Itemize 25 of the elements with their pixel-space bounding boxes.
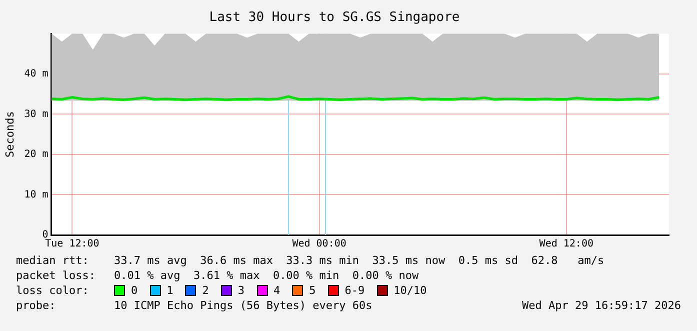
x-tick-label: Wed 00:00	[292, 238, 346, 250]
y-axis-title: Seconds	[3, 111, 16, 158]
y-tick-label: 10 m	[24, 189, 48, 200]
text: loss color:	[16, 284, 90, 297]
text: 2	[202, 284, 209, 297]
text: packet loss:	[16, 269, 96, 282]
chart-title: Last 30 Hours to SG.GS Singapore	[209, 10, 460, 26]
y-tick-label: 40 m	[24, 68, 48, 80]
text: 10/10	[394, 284, 427, 297]
text: 0.01 % avg 3.61 % max 0.00 % min 0.00 % now	[114, 269, 419, 282]
text: 6-9	[344, 284, 365, 297]
text: Wed Apr 29 16:59:17 2026	[522, 299, 681, 312]
text: 1	[166, 284, 174, 297]
x-tick-label: Tue 12:00	[45, 238, 100, 250]
text: 0	[131, 284, 138, 297]
y-tick-label: 20 m	[24, 149, 48, 160]
text: 33.7 ms avg 36.6 ms max 33.3 ms min 33.5 ms now 0.5 ms sd 62.8 am/s	[114, 254, 604, 267]
x-tick-label: Wed 12:00	[539, 238, 594, 250]
y-tick-label: 30 m	[24, 108, 48, 120]
text: probe:	[16, 299, 57, 312]
text: 3	[238, 284, 244, 297]
text: 4	[274, 284, 280, 297]
text: 10 ICMP Echo Pings (56 Bytes) every 60s	[114, 299, 372, 312]
text: median rtt:	[16, 254, 90, 267]
text: 5	[309, 284, 316, 297]
